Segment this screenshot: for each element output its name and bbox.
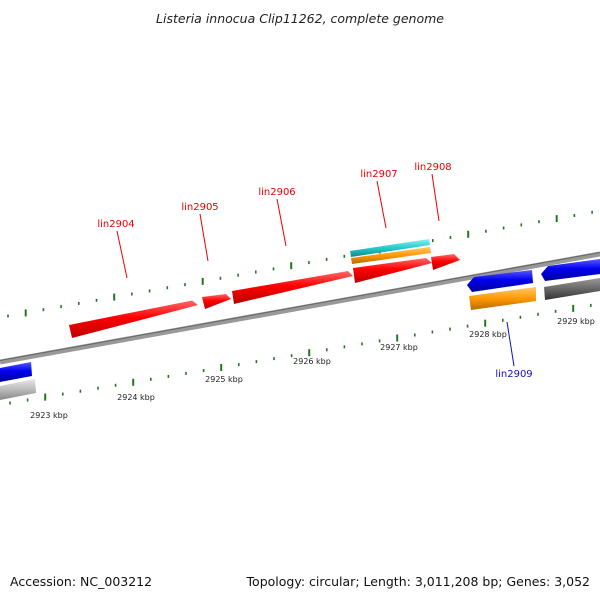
gene-label-lin2905[interactable]: lin2905 (181, 202, 218, 213)
gene-reverse-left[interactable] (0, 362, 32, 382)
accession-value: NC_003212 (80, 574, 153, 589)
gene-lin2905-arrow[interactable] (202, 294, 231, 309)
gene-label-leaders (116, 173, 440, 279)
ruler-label-2925: 2925 kbp (205, 375, 243, 384)
accession-info: Accession: NC_003212 (10, 574, 152, 589)
genome-backbone-edge (0, 252, 600, 361)
gene-lin2907-arrow[interactable] (353, 258, 432, 283)
gene-reverse-right[interactable] (541, 259, 600, 281)
feature-orange[interactable] (351, 247, 431, 264)
gene-label-lin2909[interactable]: lin2909 (495, 369, 532, 380)
map-title: Listeria innocua Clip11262, complete gen… (156, 11, 444, 26)
genome-backbone (0, 251, 600, 365)
genes-value: 3,052 (554, 574, 590, 589)
ruler-labels: 2923 kbp 2924 kbp 2925 kbp 2926 kbp 2927… (30, 317, 595, 420)
feature-dark-gray[interactable] (544, 278, 600, 300)
gene-lin2904-arrow[interactable] (69, 300, 198, 339)
length-value: 3,011,208 bp (414, 574, 499, 589)
ruler-label-2924: 2924 kbp (117, 393, 155, 402)
ruler-label-2929: 2929 kbp (557, 317, 595, 326)
genes-label: Genes: (506, 574, 551, 589)
accession-label: Accession: (10, 574, 77, 589)
gene-label-lin2907[interactable]: lin2907 (360, 169, 397, 180)
length-label: Length: (363, 574, 411, 589)
gene-label-lin2904[interactable]: lin2904 (97, 219, 134, 230)
gene-lin2909-arrow[interactable] (467, 270, 533, 292)
gene-lin2906-arrow[interactable] (232, 271, 353, 304)
gene-label-lin2906[interactable]: lin2906 (258, 187, 295, 198)
genome-stats: Topology: circular; Length: 3,011,208 bp… (246, 574, 590, 589)
gene-lin2909-leader (506, 321, 515, 367)
gene-lin2908-arrow[interactable] (431, 254, 460, 270)
ruler-ticks-inner (9, 303, 592, 405)
ruler-label-2928: 2928 kbp (469, 330, 507, 339)
ruler-label-2923: 2923 kbp (30, 411, 68, 420)
feature-light-gray[interactable] (0, 379, 36, 400)
topology-label: Topology: (246, 574, 306, 589)
feature-orange-reverse[interactable] (469, 287, 536, 310)
gene-label-lin2908[interactable]: lin2908 (414, 162, 451, 173)
topology-value: circular (309, 574, 356, 589)
feature-cyan[interactable] (350, 239, 430, 257)
ruler-label-2927: 2927 kbp (380, 343, 418, 352)
ruler-label-2926: 2926 kbp (293, 357, 331, 366)
